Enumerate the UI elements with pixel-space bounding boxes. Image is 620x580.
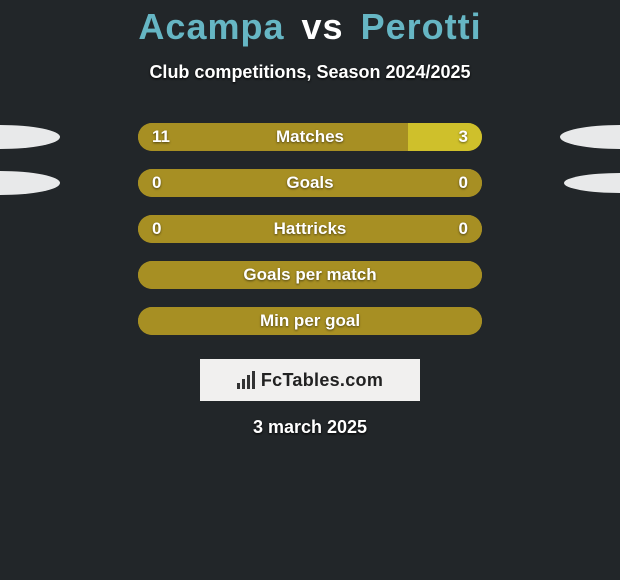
stat-label: Hattricks [138, 215, 482, 243]
player2-name: Perotti [361, 6, 482, 47]
page-title: Acampa vs Perotti [0, 6, 620, 48]
player1-badge [0, 125, 60, 149]
stat-row: Min per goal [0, 303, 620, 349]
stat-bar: 0Goals0 [138, 169, 482, 197]
fctables-logo-icon [237, 371, 255, 389]
date-label: 3 march 2025 [0, 417, 620, 438]
player2-badge [564, 173, 620, 193]
stat-bar: Goals per match [138, 261, 482, 289]
stat-label: Matches [138, 123, 482, 151]
stat-right-value: 0 [459, 169, 468, 197]
stat-label: Goals per match [138, 261, 482, 289]
title-vs: vs [302, 6, 344, 47]
stat-label: Goals [138, 169, 482, 197]
subtitle: Club competitions, Season 2024/2025 [0, 62, 620, 83]
stat-row: 11Matches3 [0, 119, 620, 165]
footer-brand-box[interactable]: FcTables.com [200, 359, 420, 401]
stat-right-value: 3 [459, 123, 468, 151]
stat-bar: Min per goal [138, 307, 482, 335]
comparison-card: Acampa vs Perotti Club competitions, Sea… [0, 0, 620, 438]
stat-row: 0Goals0 [0, 165, 620, 211]
player1-name: Acampa [138, 6, 284, 47]
stat-bar: 11Matches3 [138, 123, 482, 151]
player2-badge [560, 125, 620, 149]
stat-label: Min per goal [138, 307, 482, 335]
player1-badge [0, 171, 60, 195]
stat-row: 0Hattricks0 [0, 211, 620, 257]
stat-right-value: 0 [459, 215, 468, 243]
stat-bar: 0Hattricks0 [138, 215, 482, 243]
stat-rows: 11Matches30Goals00Hattricks0Goals per ma… [0, 119, 620, 349]
footer-brand-text: FcTables.com [261, 370, 383, 391]
stat-row: Goals per match [0, 257, 620, 303]
